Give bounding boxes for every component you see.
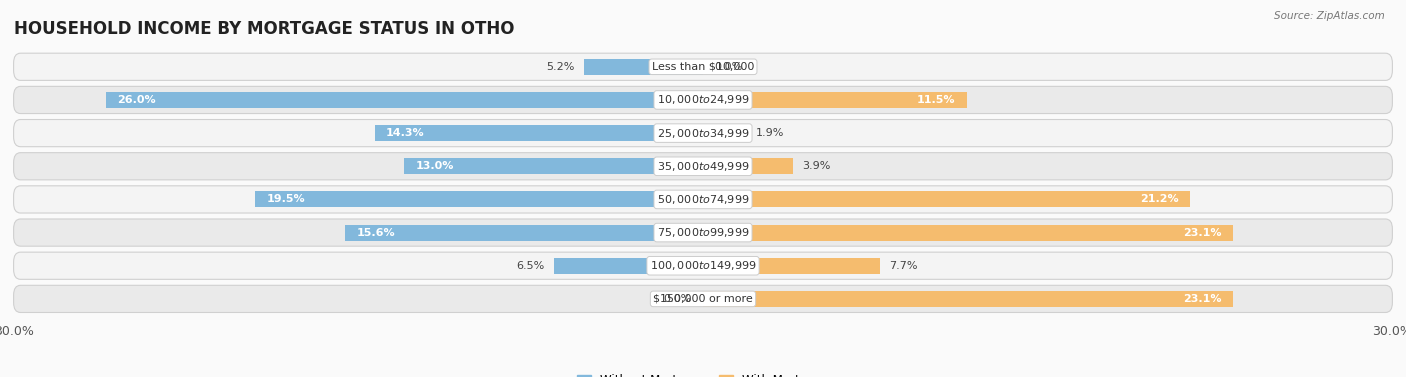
Text: 21.2%: 21.2%: [1140, 195, 1178, 204]
FancyBboxPatch shape: [14, 86, 1392, 113]
Bar: [583, 59, 703, 75]
Text: $10,000 to $24,999: $10,000 to $24,999: [657, 93, 749, 106]
FancyBboxPatch shape: [14, 186, 1392, 213]
Bar: [554, 258, 703, 274]
Bar: [344, 225, 703, 241]
FancyBboxPatch shape: [14, 120, 1392, 147]
FancyBboxPatch shape: [14, 219, 1392, 246]
Text: $35,000 to $49,999: $35,000 to $49,999: [657, 160, 749, 173]
Text: $25,000 to $34,999: $25,000 to $34,999: [657, 127, 749, 139]
Bar: [105, 92, 703, 108]
Text: 23.1%: 23.1%: [1184, 228, 1222, 238]
Text: 1.9%: 1.9%: [756, 128, 785, 138]
Text: 5.2%: 5.2%: [546, 62, 575, 72]
Bar: [405, 158, 703, 174]
Bar: [703, 192, 1189, 207]
FancyBboxPatch shape: [14, 285, 1392, 313]
Text: 19.5%: 19.5%: [267, 195, 305, 204]
Text: 11.5%: 11.5%: [917, 95, 956, 105]
Text: 6.5%: 6.5%: [516, 261, 544, 271]
Text: 0.0%: 0.0%: [714, 62, 742, 72]
Text: 15.6%: 15.6%: [356, 228, 395, 238]
Text: $50,000 to $74,999: $50,000 to $74,999: [657, 193, 749, 206]
Text: 7.7%: 7.7%: [889, 261, 918, 271]
Text: 13.0%: 13.0%: [416, 161, 454, 171]
Text: 23.1%: 23.1%: [1184, 294, 1222, 304]
Text: 14.3%: 14.3%: [387, 128, 425, 138]
Text: HOUSEHOLD INCOME BY MORTGAGE STATUS IN OTHO: HOUSEHOLD INCOME BY MORTGAGE STATUS IN O…: [14, 20, 515, 38]
Text: 26.0%: 26.0%: [117, 95, 156, 105]
Bar: [703, 258, 880, 274]
Bar: [374, 125, 703, 141]
FancyBboxPatch shape: [14, 53, 1392, 80]
FancyBboxPatch shape: [14, 252, 1392, 279]
Bar: [256, 192, 703, 207]
Bar: [703, 92, 967, 108]
Bar: [703, 291, 1233, 307]
Text: $100,000 to $149,999: $100,000 to $149,999: [650, 259, 756, 272]
Text: 0.0%: 0.0%: [664, 294, 692, 304]
Text: 3.9%: 3.9%: [801, 161, 830, 171]
Text: $150,000 or more: $150,000 or more: [654, 294, 752, 304]
Text: Source: ZipAtlas.com: Source: ZipAtlas.com: [1274, 11, 1385, 21]
Bar: [703, 125, 747, 141]
Bar: [703, 158, 793, 174]
Bar: [703, 225, 1233, 241]
FancyBboxPatch shape: [14, 153, 1392, 180]
Legend: Without Mortgage, With Mortgage: Without Mortgage, With Mortgage: [572, 369, 834, 377]
Text: $75,000 to $99,999: $75,000 to $99,999: [657, 226, 749, 239]
Text: Less than $10,000: Less than $10,000: [652, 62, 754, 72]
